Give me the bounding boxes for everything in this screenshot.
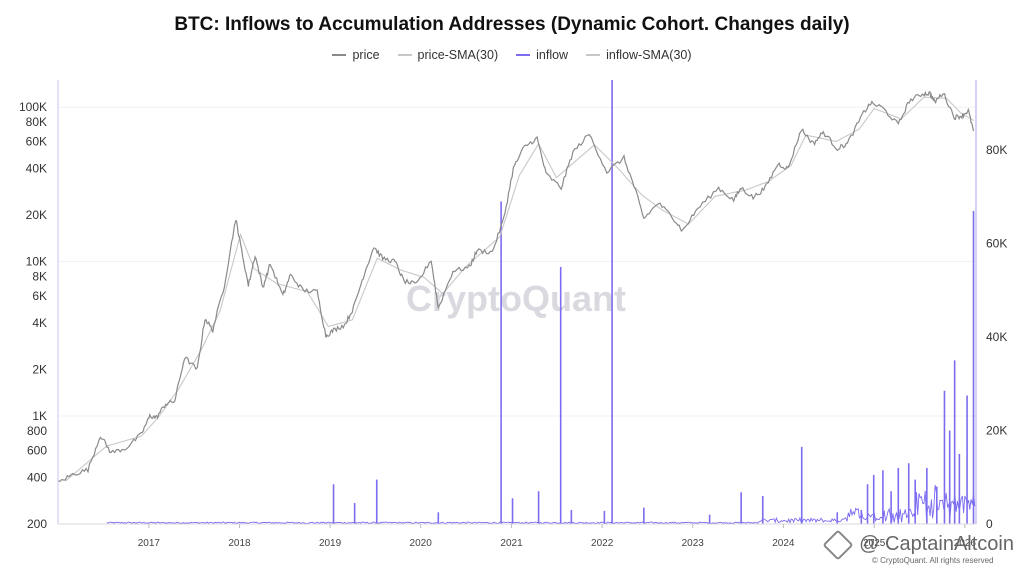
x-tick-label: 2025 [863,538,886,549]
legend-label-price: price [352,48,380,62]
legend-swatch-price-sma [397,54,412,56]
x-tick-label: 2024 [772,538,795,549]
left-tick-label: 600 [27,443,47,457]
credit-logo-icon [822,528,854,561]
legend-label-price-sma: price-SMA(30) [417,48,499,62]
copyright: © CryptoQuant. All rights reserved [872,556,994,565]
left-tick-label: 60K [26,134,47,148]
right-tick-label: 40K [986,330,1007,344]
legend-item-inflow[interactable]: inflow [516,48,568,62]
legend-item-inflow-sma[interactable]: inflow-SMA(30) [586,48,692,62]
legend-swatch-inflow [516,54,531,56]
left-tick-label: 40K [26,162,47,176]
x-tick-label: 2021 [500,538,523,549]
x-axis-ticks: 2017 2018 2019 2020 2021 2022 2023 2024 2025 2026 [138,524,977,549]
left-tick-label: 400 [27,471,47,485]
credit: @ CaptainAltcoin [822,528,1014,561]
left-tick-label: 8K [32,270,47,284]
right-tick-label: 80K [986,143,1007,157]
legend-item-price-sma[interactable]: price-SMA(30) [397,48,499,62]
legend: price price-SMA(30) inflow inflow-SMA(30… [0,48,1024,62]
right-tick-label: 60K [986,237,1007,251]
left-tick-label: 80K [26,115,47,129]
x-tick-label: 2023 [682,538,705,549]
credit-text: @ CaptainAltcoin [859,533,1014,555]
legend-swatch-price [332,54,347,56]
x-tick-label: 2026 [954,538,977,549]
left-tick-label: 100K [19,100,47,114]
left-tick-label: 1K [32,409,47,423]
price-series [57,90,975,482]
left-tick-label: 800 [27,424,47,438]
legend-item-price[interactable]: price [332,48,380,62]
right-tick-label: 20K [986,424,1007,438]
inflow-baseline [106,484,976,524]
inflow-series [106,80,976,524]
x-tick-label: 2018 [228,538,251,549]
x-tick-label: 2017 [138,538,161,549]
watermark: CryptoQuant [406,278,626,319]
price-line [57,90,975,482]
x-tick-label: 2020 [410,538,433,549]
x-tick-label: 2022 [591,538,614,549]
legend-swatch-inflow-sma [586,54,601,56]
legend-label-inflow-sma: inflow-SMA(30) [606,48,692,62]
left-tick-label: 4K [32,316,47,330]
left-tick-label: 10K [26,255,47,269]
right-axis-ticks: 0 20K 40K 60K 80K [986,143,1007,531]
chart-title: BTC: Inflows to Accumulation Addresses (… [174,14,850,35]
legend-label-inflow: inflow [536,48,569,62]
x-tick-label: 2019 [319,538,342,549]
left-tick-label: 200 [27,517,47,531]
left-tick-label: 2K [32,363,47,377]
left-tick-label: 20K [26,208,47,222]
left-tick-label: 6K [32,289,47,303]
right-tick-label: 0 [986,517,993,531]
